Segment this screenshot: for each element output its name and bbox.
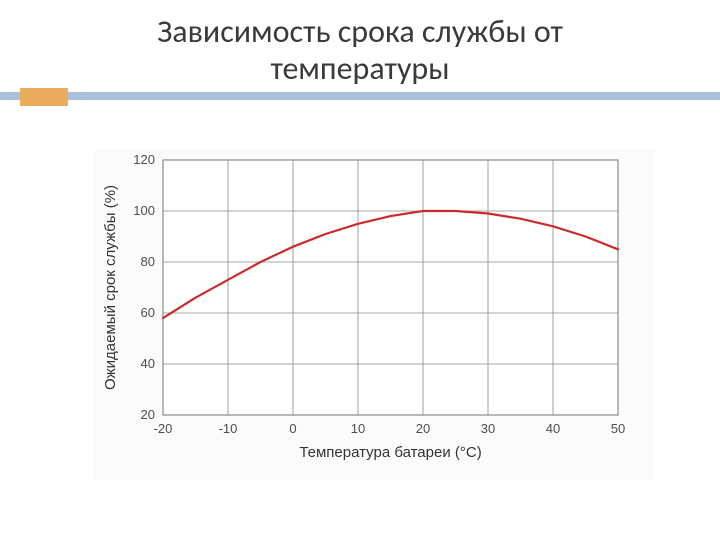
svg-text:40: 40 [546, 421, 560, 436]
svg-text:60: 60 [141, 305, 155, 320]
svg-text:100: 100 [133, 203, 155, 218]
slide-title: Зависимость срока службы от температуры [0, 0, 720, 88]
svg-text:20: 20 [141, 407, 155, 422]
svg-text:80: 80 [141, 254, 155, 269]
svg-text:20: 20 [416, 421, 430, 436]
svg-text:-10: -10 [219, 421, 238, 436]
svg-text:40: 40 [141, 356, 155, 371]
svg-text:-20: -20 [154, 421, 173, 436]
svg-text:30: 30 [481, 421, 495, 436]
svg-text:Температура батареи (°C): Температура батареи (°C) [299, 444, 481, 461]
svg-text:10: 10 [351, 421, 365, 436]
title-line-1: Зависимость срока службы от [157, 12, 563, 51]
svg-text:Ожидаемый срок службы (%): Ожидаемый срок службы (%) [102, 185, 119, 390]
svg-text:50: 50 [611, 421, 625, 436]
accent-box [20, 88, 68, 106]
chart-svg: -20 -10 0 10 20 30 40 50 20 40 60 80 100 120 Температу… [95, 150, 655, 480]
svg-text:120: 120 [133, 152, 155, 167]
svg-text:0: 0 [289, 421, 296, 436]
accent-line [0, 92, 720, 100]
title-line-2: температуры [270, 49, 449, 88]
lifetime-vs-temperature-chart: -20 -10 0 10 20 30 40 50 20 40 60 80 100 120 Температу… [95, 150, 655, 480]
